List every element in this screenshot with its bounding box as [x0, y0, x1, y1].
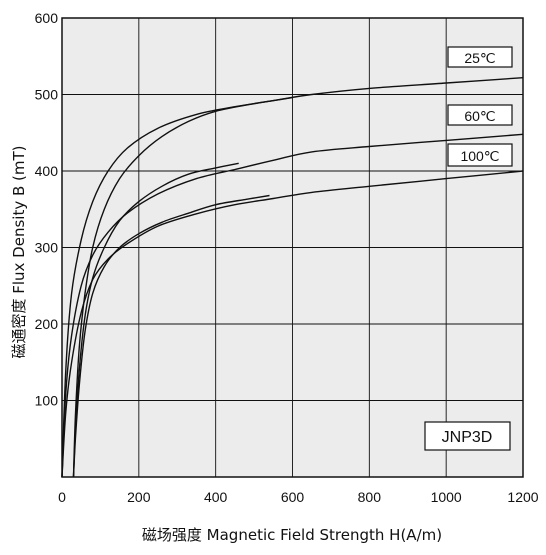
- x-tick-label: 1000: [431, 489, 462, 505]
- series-line-2: [61, 170, 524, 478]
- series-layer: [61, 77, 524, 478]
- legend-box-100: [447, 143, 513, 167]
- grid-lines: [62, 18, 523, 477]
- model-label-text: JNP3D: [442, 429, 493, 446]
- x-axis-title: 磁场强度 Magnetic Field Strength H(A/m): [142, 526, 442, 544]
- model-label: JNP3D: [424, 421, 511, 451]
- legend-box-25: [447, 46, 513, 68]
- plot-frame: [61, 17, 524, 478]
- y-axis-title: 磁通密度 Flux Density B (mT): [10, 145, 28, 358]
- y-tick-label: 600: [35, 10, 59, 26]
- legend-label-100: 100℃: [460, 148, 499, 164]
- series-line-4: [72, 162, 239, 478]
- model-label-box: [424, 421, 511, 451]
- x-tick-label: 1200: [507, 489, 538, 505]
- y-tick-label: 200: [35, 316, 59, 332]
- x-tick-labels: 0 200 400 600 800 1000 1200: [58, 489, 539, 505]
- y-tick-label: 300: [35, 240, 59, 256]
- y-tick-label: 100: [35, 393, 59, 409]
- series-line-1: [61, 133, 524, 478]
- x-tick-label: 400: [204, 489, 228, 505]
- y-tick-labels: 100 200 300 400 500 600: [35, 10, 59, 409]
- y-tick-label: 400: [35, 163, 59, 179]
- x-tick-label: 600: [281, 489, 305, 505]
- legend-label-25: 25℃: [464, 50, 495, 66]
- y-tick-label: 500: [35, 87, 59, 103]
- x-tick-label: 0: [58, 489, 66, 505]
- series-line-3: [72, 96, 293, 478]
- legend: 25℃ 60℃ 100℃: [447, 46, 513, 167]
- series-line-5: [72, 194, 270, 478]
- legend-label-60: 60℃: [464, 108, 495, 124]
- series-line-0: [61, 77, 524, 478]
- x-tick-label: 800: [358, 489, 382, 505]
- x-tick-label: 200: [127, 489, 151, 505]
- legend-box-60: [447, 104, 513, 126]
